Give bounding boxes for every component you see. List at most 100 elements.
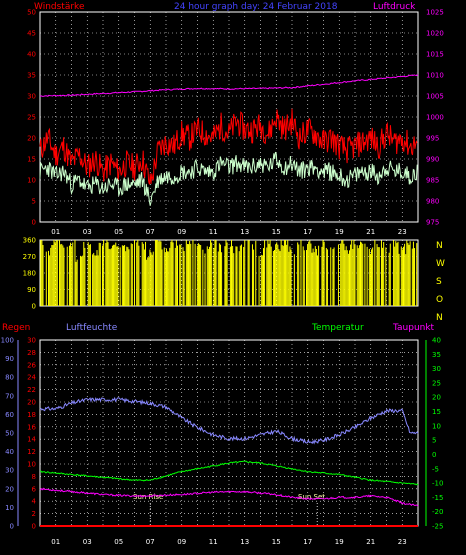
wind-tick-label: 45 [27, 30, 36, 38]
humidity-axis-title: Luftfeuchte [66, 323, 118, 333]
x-tick-label: 19 [335, 228, 344, 236]
direction-tick-label: 0 [32, 303, 36, 311]
humidity-tick-label: 40 [5, 448, 14, 456]
lower-x-tick-label: 01 [51, 538, 60, 546]
rain-tick-label: 22 [27, 386, 36, 394]
lower-x-tick-label: 09 [177, 538, 186, 546]
lower-x-tick-label: 07 [146, 538, 155, 546]
humidity-tick-label: 20 [5, 485, 14, 493]
rain-tick-label: 30 [27, 337, 36, 345]
pressure-tick-label: 1010 [426, 72, 444, 80]
rain-tick-label: 8 [32, 473, 36, 481]
graph-title: 24 hour graph day: 24 Februar 2018 [174, 2, 338, 12]
dewpoint-axis-title: Taupunkt [392, 323, 435, 333]
humidity-tick-label: 0 [10, 523, 14, 531]
direction-letter-o: O [436, 295, 443, 305]
lower-x-tick-label: 03 [83, 538, 92, 546]
humidity-tick-label: 100 [1, 337, 14, 345]
temperature-tick-label: 15 [432, 408, 441, 416]
temperature-tick-label: -15 [432, 494, 443, 502]
temperature-tick-label: 40 [432, 337, 441, 345]
wind-tick-label: 40 [27, 51, 36, 59]
pressure-tick-label: 1000 [426, 114, 444, 122]
rain-tick-label: 28 [27, 349, 36, 357]
direction-tick-label: 180 [23, 270, 36, 278]
lower-x-tick-label: 15 [272, 538, 281, 546]
temperature-series-line [39, 460, 419, 486]
humidity-tick-label: 10 [5, 504, 14, 512]
direction-letter-w: W [436, 259, 445, 269]
temperature-tick-label: 10 [432, 422, 441, 430]
wind-average-series-line [39, 151, 418, 206]
wind-axis-title: Windstärke [34, 2, 85, 12]
temperature-tick-label: 30 [432, 365, 441, 373]
wind-gust-series-line [39, 108, 418, 185]
direction-tick-label: 270 [23, 253, 36, 261]
pressure-tick-label: 1015 [426, 51, 444, 59]
x-tick-label: 17 [303, 228, 312, 236]
sun-rise-label: Sun Rise [133, 493, 163, 501]
dewpoint-series-line [39, 487, 419, 507]
humidity-tick-label: 30 [5, 467, 14, 475]
temperature-tick-label: 20 [432, 394, 441, 402]
wind-tick-label: 25 [27, 114, 36, 122]
x-tick-label: 15 [272, 228, 281, 236]
direction-letter-n-top: N [436, 241, 443, 251]
rain-tick-label: 0 [32, 523, 36, 531]
direction-letter-s: S [436, 277, 442, 287]
x-tick-label: 11 [209, 228, 218, 236]
x-tick-label: 13 [240, 228, 249, 236]
temperature-tick-label: 25 [432, 379, 441, 387]
pressure-tick-label: 1005 [426, 93, 444, 101]
humidity-tick-label: 80 [5, 374, 14, 382]
rain-tick-label: 18 [27, 411, 36, 419]
lower-x-tick-label: 19 [335, 538, 344, 546]
x-tick-label: 09 [177, 228, 186, 236]
temperature-tick-label: -25 [432, 523, 443, 531]
pressure-tick-label: 990 [426, 156, 439, 164]
x-tick-label: 03 [83, 228, 92, 236]
temperature-tick-label: -5 [432, 465, 439, 473]
rain-tick-label: 4 [32, 498, 37, 506]
pressure-tick-label: 980 [426, 198, 439, 206]
wind-tick-label: 50 [27, 9, 36, 17]
pressure-tick-label: 1025 [426, 9, 444, 17]
direction-tick-label: 90 [27, 286, 36, 294]
rain-tick-label: 14 [27, 436, 36, 444]
pressure-axis-title: Luftdruck [373, 2, 416, 12]
lower-x-tick-label: 23 [398, 538, 407, 546]
rain-tick-label: 12 [27, 448, 36, 456]
humidity-tick-label: 50 [5, 430, 14, 438]
rain-tick-label: 16 [27, 423, 36, 431]
sun-set-label: Sun Set [298, 493, 325, 501]
rain-tick-label: 24 [27, 374, 36, 382]
wind-tick-label: 35 [27, 72, 36, 80]
humidity-tick-label: 60 [5, 411, 14, 419]
lower-x-tick-label: 11 [209, 538, 218, 546]
x-tick-label: 07 [146, 228, 155, 236]
x-tick-label: 23 [398, 228, 407, 236]
direction-letter-n-bottom: N [436, 313, 443, 323]
humidity-tick-label: 70 [5, 392, 14, 400]
wind-tick-label: 10 [27, 177, 36, 185]
x-tick-label: 05 [114, 228, 123, 236]
lower-x-tick-label: 13 [240, 538, 249, 546]
rain-axis-title: Regen [2, 323, 30, 333]
direction-tick-label: 360 [23, 237, 36, 245]
temperature-tick-label: 5 [432, 437, 436, 445]
lower-x-tick-label: 21 [366, 538, 375, 546]
pressure-tick-label: 975 [426, 219, 439, 227]
wind-tick-label: 5 [32, 198, 36, 206]
wind-tick-label: 20 [27, 135, 36, 143]
pressure-tick-label: 985 [426, 177, 439, 185]
temperature-tick-label: -20 [432, 508, 443, 516]
pressure-tick-label: 1020 [426, 30, 444, 38]
rain-tick-label: 26 [27, 361, 36, 369]
x-tick-label: 01 [51, 228, 60, 236]
humidity-tick-label: 90 [5, 355, 14, 363]
temperature-tick-label: 35 [432, 351, 441, 359]
rain-tick-label: 20 [27, 399, 36, 407]
lower-x-tick-label: 17 [303, 538, 312, 546]
lower-x-tick-label: 05 [114, 538, 123, 546]
